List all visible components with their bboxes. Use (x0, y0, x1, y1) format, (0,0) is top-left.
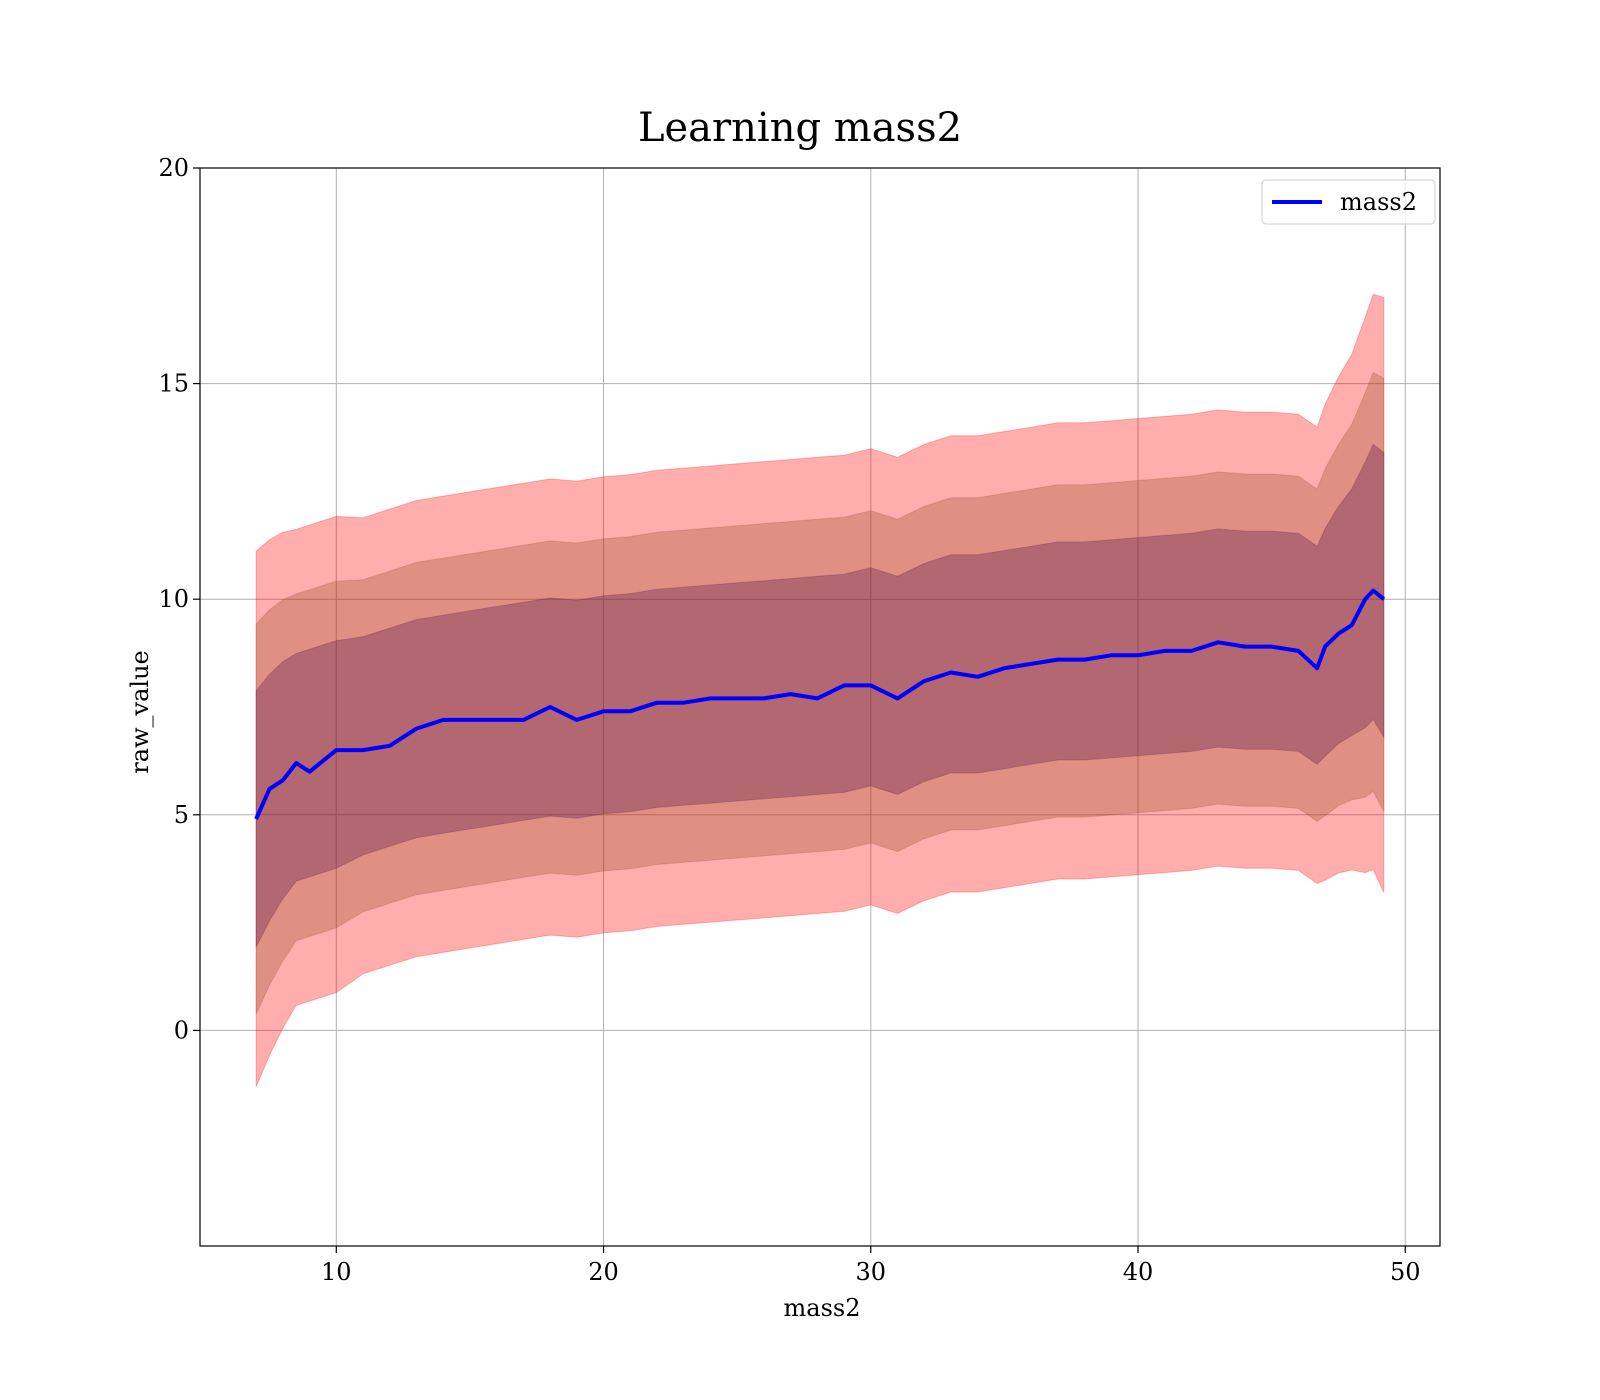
x-tick-label: 50 (1390, 1258, 1421, 1286)
y-axis-label: raw_value (126, 650, 154, 774)
series-line-mass2 (254, 588, 1386, 820)
band-2sigma (255, 371, 1385, 1015)
x-axis-label: mass2 (784, 1294, 861, 1322)
band-3sigma (255, 293, 1385, 1088)
y-tick-label: 20 (158, 154, 189, 182)
x-tick-label: 40 (1123, 1258, 1154, 1286)
x-tick-label: 30 (856, 1258, 887, 1286)
plot-frame (199, 167, 1441, 1247)
x-tick-label: 10 (321, 1258, 352, 1286)
legend-label-mass2: mass2 (1340, 188, 1417, 216)
plot-area: 10 20 30 40 50 0 5 10 15 20 (158, 154, 1441, 1286)
y-tick-label: 5 (174, 801, 189, 829)
chart-title: Learning mass2 (638, 105, 962, 151)
y-tick-label: 15 (158, 370, 189, 398)
y-tick-label: 10 (158, 585, 189, 613)
legend: mass2 (1261, 179, 1436, 225)
y-tick-label: 0 (174, 1016, 189, 1044)
x-tick-label: 20 (588, 1258, 619, 1286)
legend-box (1261, 179, 1436, 225)
